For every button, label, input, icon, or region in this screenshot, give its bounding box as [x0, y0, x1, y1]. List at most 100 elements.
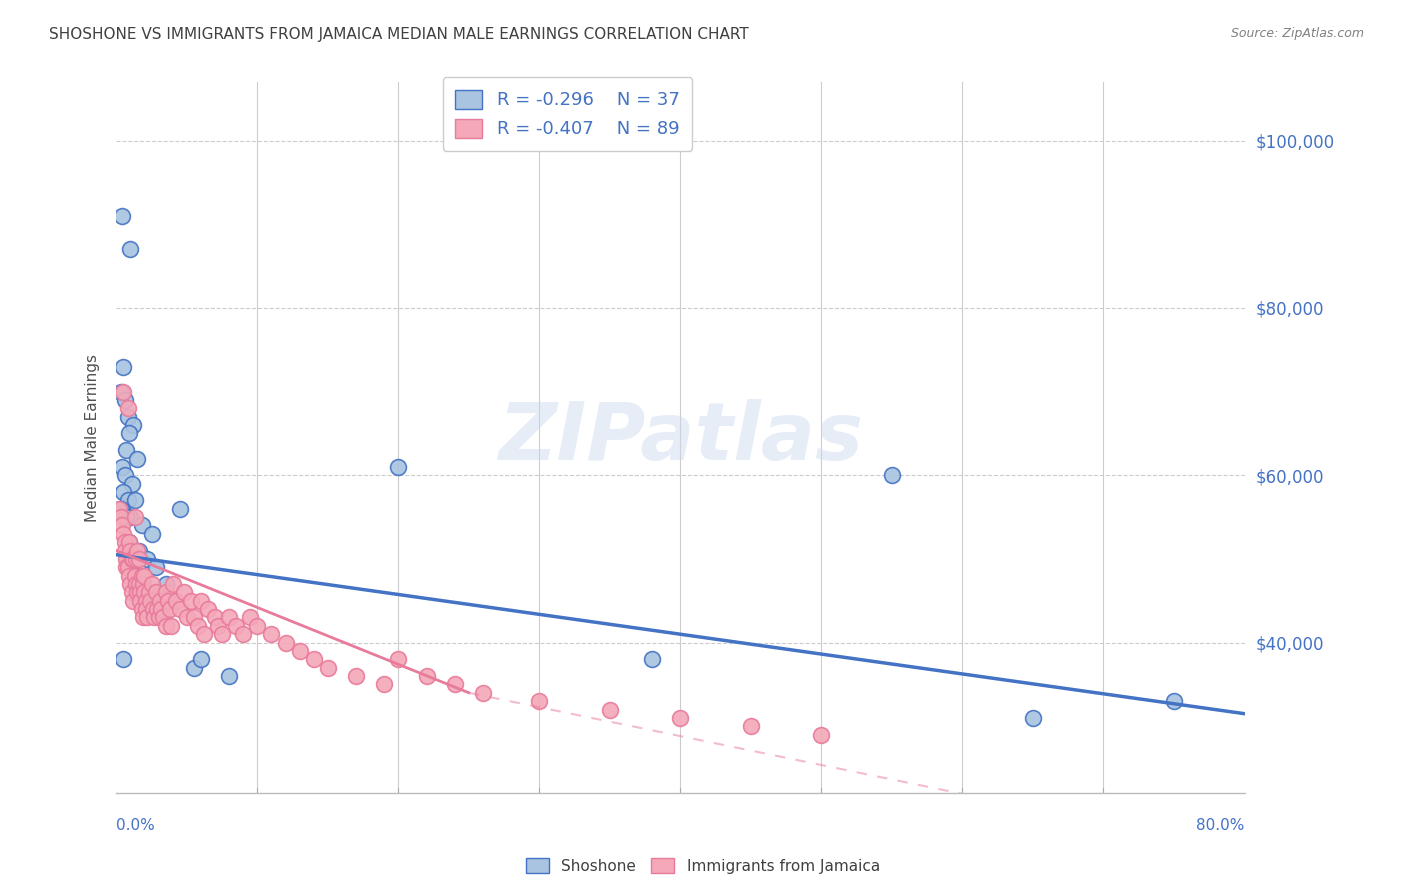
Point [127, 585, 149, 599]
Point [218, 669, 240, 683]
Point [121, 585, 143, 599]
Point [150, 602, 173, 616]
Point [218, 610, 240, 624]
Point [193, 627, 215, 641]
Point [176, 610, 198, 624]
Point [111, 209, 134, 223]
Point [138, 585, 160, 599]
Point [135, 594, 157, 608]
Point [125, 568, 148, 582]
Point [1163, 694, 1185, 708]
Point [160, 619, 183, 633]
Point [145, 560, 167, 574]
Point [115, 552, 138, 566]
Point [108, 501, 131, 516]
Y-axis label: Median Male Earnings: Median Male Earnings [86, 353, 100, 522]
Point [204, 610, 226, 624]
Point [112, 526, 135, 541]
Point [125, 577, 148, 591]
Point [180, 594, 202, 608]
Point [152, 610, 174, 624]
Point [120, 510, 142, 524]
Point [118, 535, 141, 549]
Point [810, 728, 832, 742]
Point [114, 535, 136, 549]
Point [641, 652, 664, 666]
Point [120, 577, 142, 591]
Point [162, 577, 184, 591]
Point [134, 585, 156, 599]
Point [302, 652, 325, 666]
Point [129, 594, 152, 608]
Point [127, 451, 149, 466]
Point [260, 627, 283, 641]
Point [190, 594, 212, 608]
Point [122, 552, 145, 566]
Point [115, 560, 138, 574]
Point [232, 627, 254, 641]
Point [114, 543, 136, 558]
Point [128, 577, 150, 591]
Point [155, 619, 177, 633]
Point [125, 552, 148, 566]
Legend: R = -0.296    N = 37, R = -0.407    N = 89: R = -0.296 N = 37, R = -0.407 N = 89 [443, 77, 692, 151]
Point [155, 577, 177, 591]
Point [131, 568, 153, 582]
Point [141, 526, 163, 541]
Point [122, 418, 145, 433]
Point [740, 719, 762, 733]
Legend: Shoshone, Immigrants from Jamaica: Shoshone, Immigrants from Jamaica [520, 852, 886, 880]
Point [131, 602, 153, 616]
Point [443, 677, 465, 691]
Text: SHOSHONE VS IMMIGRANTS FROM JAMAICA MEDIAN MALE EARNINGS CORRELATION CHART: SHOSHONE VS IMMIGRANTS FROM JAMAICA MEDI… [49, 27, 749, 42]
Point [159, 602, 181, 616]
Point [157, 594, 180, 608]
Point [121, 476, 143, 491]
Point [111, 518, 134, 533]
Point [112, 359, 135, 374]
Point [115, 510, 138, 524]
Point [114, 468, 136, 483]
Point [121, 552, 143, 566]
Point [155, 585, 177, 599]
Text: 80.0%: 80.0% [1197, 818, 1244, 833]
Point [373, 677, 395, 691]
Point [118, 426, 141, 441]
Point [134, 568, 156, 582]
Point [173, 585, 195, 599]
Point [118, 535, 141, 549]
Point [165, 594, 187, 608]
Point [112, 485, 135, 500]
Point [111, 459, 134, 474]
Point [239, 610, 262, 624]
Point [169, 602, 191, 616]
Point [117, 560, 139, 574]
Point [110, 501, 132, 516]
Point [211, 627, 233, 641]
Point [117, 401, 139, 416]
Point [120, 243, 142, 257]
Point [131, 518, 153, 533]
Point [149, 594, 172, 608]
Point [141, 577, 163, 591]
Point [110, 384, 132, 399]
Point [187, 619, 209, 633]
Point [128, 552, 150, 566]
Point [197, 602, 219, 616]
Point [246, 619, 269, 633]
Point [529, 694, 551, 708]
Point [120, 543, 142, 558]
Point [127, 543, 149, 558]
Point [471, 686, 494, 700]
Point [114, 392, 136, 407]
Text: Source: ZipAtlas.com: Source: ZipAtlas.com [1230, 27, 1364, 40]
Point [225, 619, 247, 633]
Point [132, 577, 155, 591]
Text: ZIPatlas: ZIPatlas [498, 399, 863, 476]
Point [169, 501, 191, 516]
Point [183, 661, 205, 675]
Point [110, 510, 132, 524]
Point [387, 652, 409, 666]
Point [112, 652, 135, 666]
Point [183, 610, 205, 624]
